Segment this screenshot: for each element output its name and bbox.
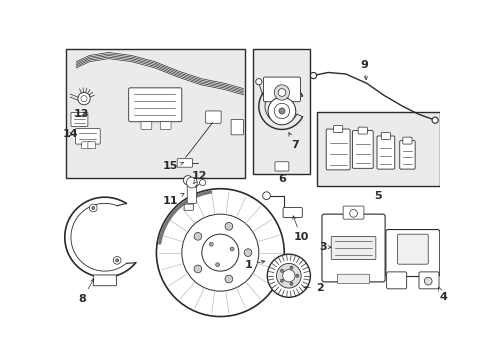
FancyBboxPatch shape	[334, 126, 343, 132]
Text: 13: 13	[74, 109, 89, 119]
Circle shape	[268, 97, 296, 125]
Circle shape	[280, 279, 284, 282]
Text: 14: 14	[62, 129, 78, 139]
Circle shape	[81, 95, 87, 102]
Circle shape	[280, 269, 284, 272]
FancyBboxPatch shape	[160, 122, 171, 130]
Circle shape	[209, 242, 213, 246]
Circle shape	[225, 275, 233, 283]
Circle shape	[350, 210, 357, 217]
Circle shape	[311, 72, 317, 78]
Circle shape	[230, 247, 234, 251]
Circle shape	[244, 249, 252, 256]
FancyBboxPatch shape	[403, 137, 412, 144]
Bar	[317, 112, 440, 186]
Circle shape	[276, 264, 301, 288]
Circle shape	[202, 234, 239, 271]
Circle shape	[274, 85, 290, 100]
Circle shape	[263, 192, 270, 199]
Circle shape	[279, 108, 285, 114]
Circle shape	[278, 89, 286, 96]
FancyBboxPatch shape	[71, 112, 88, 126]
Circle shape	[199, 180, 206, 186]
FancyBboxPatch shape	[187, 183, 196, 203]
FancyBboxPatch shape	[337, 274, 370, 283]
FancyBboxPatch shape	[141, 122, 152, 130]
FancyBboxPatch shape	[184, 204, 194, 210]
FancyBboxPatch shape	[386, 230, 440, 276]
Text: 9: 9	[360, 60, 368, 80]
Text: 8: 8	[78, 279, 94, 304]
Text: 15: 15	[163, 161, 184, 171]
FancyBboxPatch shape	[400, 141, 415, 169]
FancyBboxPatch shape	[93, 275, 117, 286]
Circle shape	[116, 259, 119, 262]
Circle shape	[78, 93, 90, 105]
FancyBboxPatch shape	[377, 136, 395, 169]
Circle shape	[89, 204, 97, 212]
FancyBboxPatch shape	[231, 120, 244, 135]
Circle shape	[194, 265, 202, 273]
FancyBboxPatch shape	[283, 208, 302, 217]
Circle shape	[296, 274, 299, 277]
FancyBboxPatch shape	[177, 159, 193, 167]
FancyBboxPatch shape	[397, 234, 428, 264]
Circle shape	[432, 117, 438, 123]
Circle shape	[216, 263, 220, 266]
Circle shape	[187, 177, 197, 188]
Circle shape	[268, 254, 311, 297]
Circle shape	[290, 266, 293, 269]
FancyBboxPatch shape	[275, 162, 289, 171]
Circle shape	[194, 233, 202, 240]
Circle shape	[424, 277, 432, 285]
Circle shape	[225, 222, 233, 230]
Circle shape	[256, 78, 262, 85]
FancyBboxPatch shape	[326, 129, 350, 170]
FancyBboxPatch shape	[82, 142, 91, 149]
Text: 2: 2	[304, 283, 323, 293]
Bar	[66, 49, 245, 178]
FancyBboxPatch shape	[331, 237, 376, 260]
FancyBboxPatch shape	[129, 88, 182, 122]
FancyBboxPatch shape	[358, 127, 368, 134]
Circle shape	[113, 256, 121, 264]
FancyBboxPatch shape	[264, 77, 300, 102]
Circle shape	[274, 103, 290, 119]
Text: 3: 3	[319, 242, 331, 252]
Circle shape	[182, 214, 259, 291]
FancyBboxPatch shape	[75, 129, 100, 144]
Text: 11: 11	[163, 194, 184, 206]
FancyBboxPatch shape	[419, 272, 439, 289]
Text: 5: 5	[374, 191, 382, 201]
Circle shape	[156, 189, 284, 316]
FancyBboxPatch shape	[381, 132, 391, 139]
FancyBboxPatch shape	[322, 214, 385, 282]
FancyBboxPatch shape	[206, 111, 221, 123]
Text: 10: 10	[293, 216, 309, 242]
Bar	[253, 49, 311, 174]
Text: 6: 6	[278, 175, 286, 184]
FancyBboxPatch shape	[387, 272, 407, 289]
Text: 1: 1	[245, 260, 265, 270]
Text: 12: 12	[192, 171, 207, 184]
Circle shape	[92, 206, 95, 210]
Text: 7: 7	[289, 132, 299, 150]
FancyBboxPatch shape	[352, 131, 373, 168]
Circle shape	[183, 176, 193, 185]
Text: 4: 4	[439, 287, 447, 302]
Circle shape	[290, 282, 293, 285]
FancyBboxPatch shape	[343, 206, 364, 219]
Circle shape	[283, 270, 295, 282]
FancyBboxPatch shape	[88, 142, 96, 149]
